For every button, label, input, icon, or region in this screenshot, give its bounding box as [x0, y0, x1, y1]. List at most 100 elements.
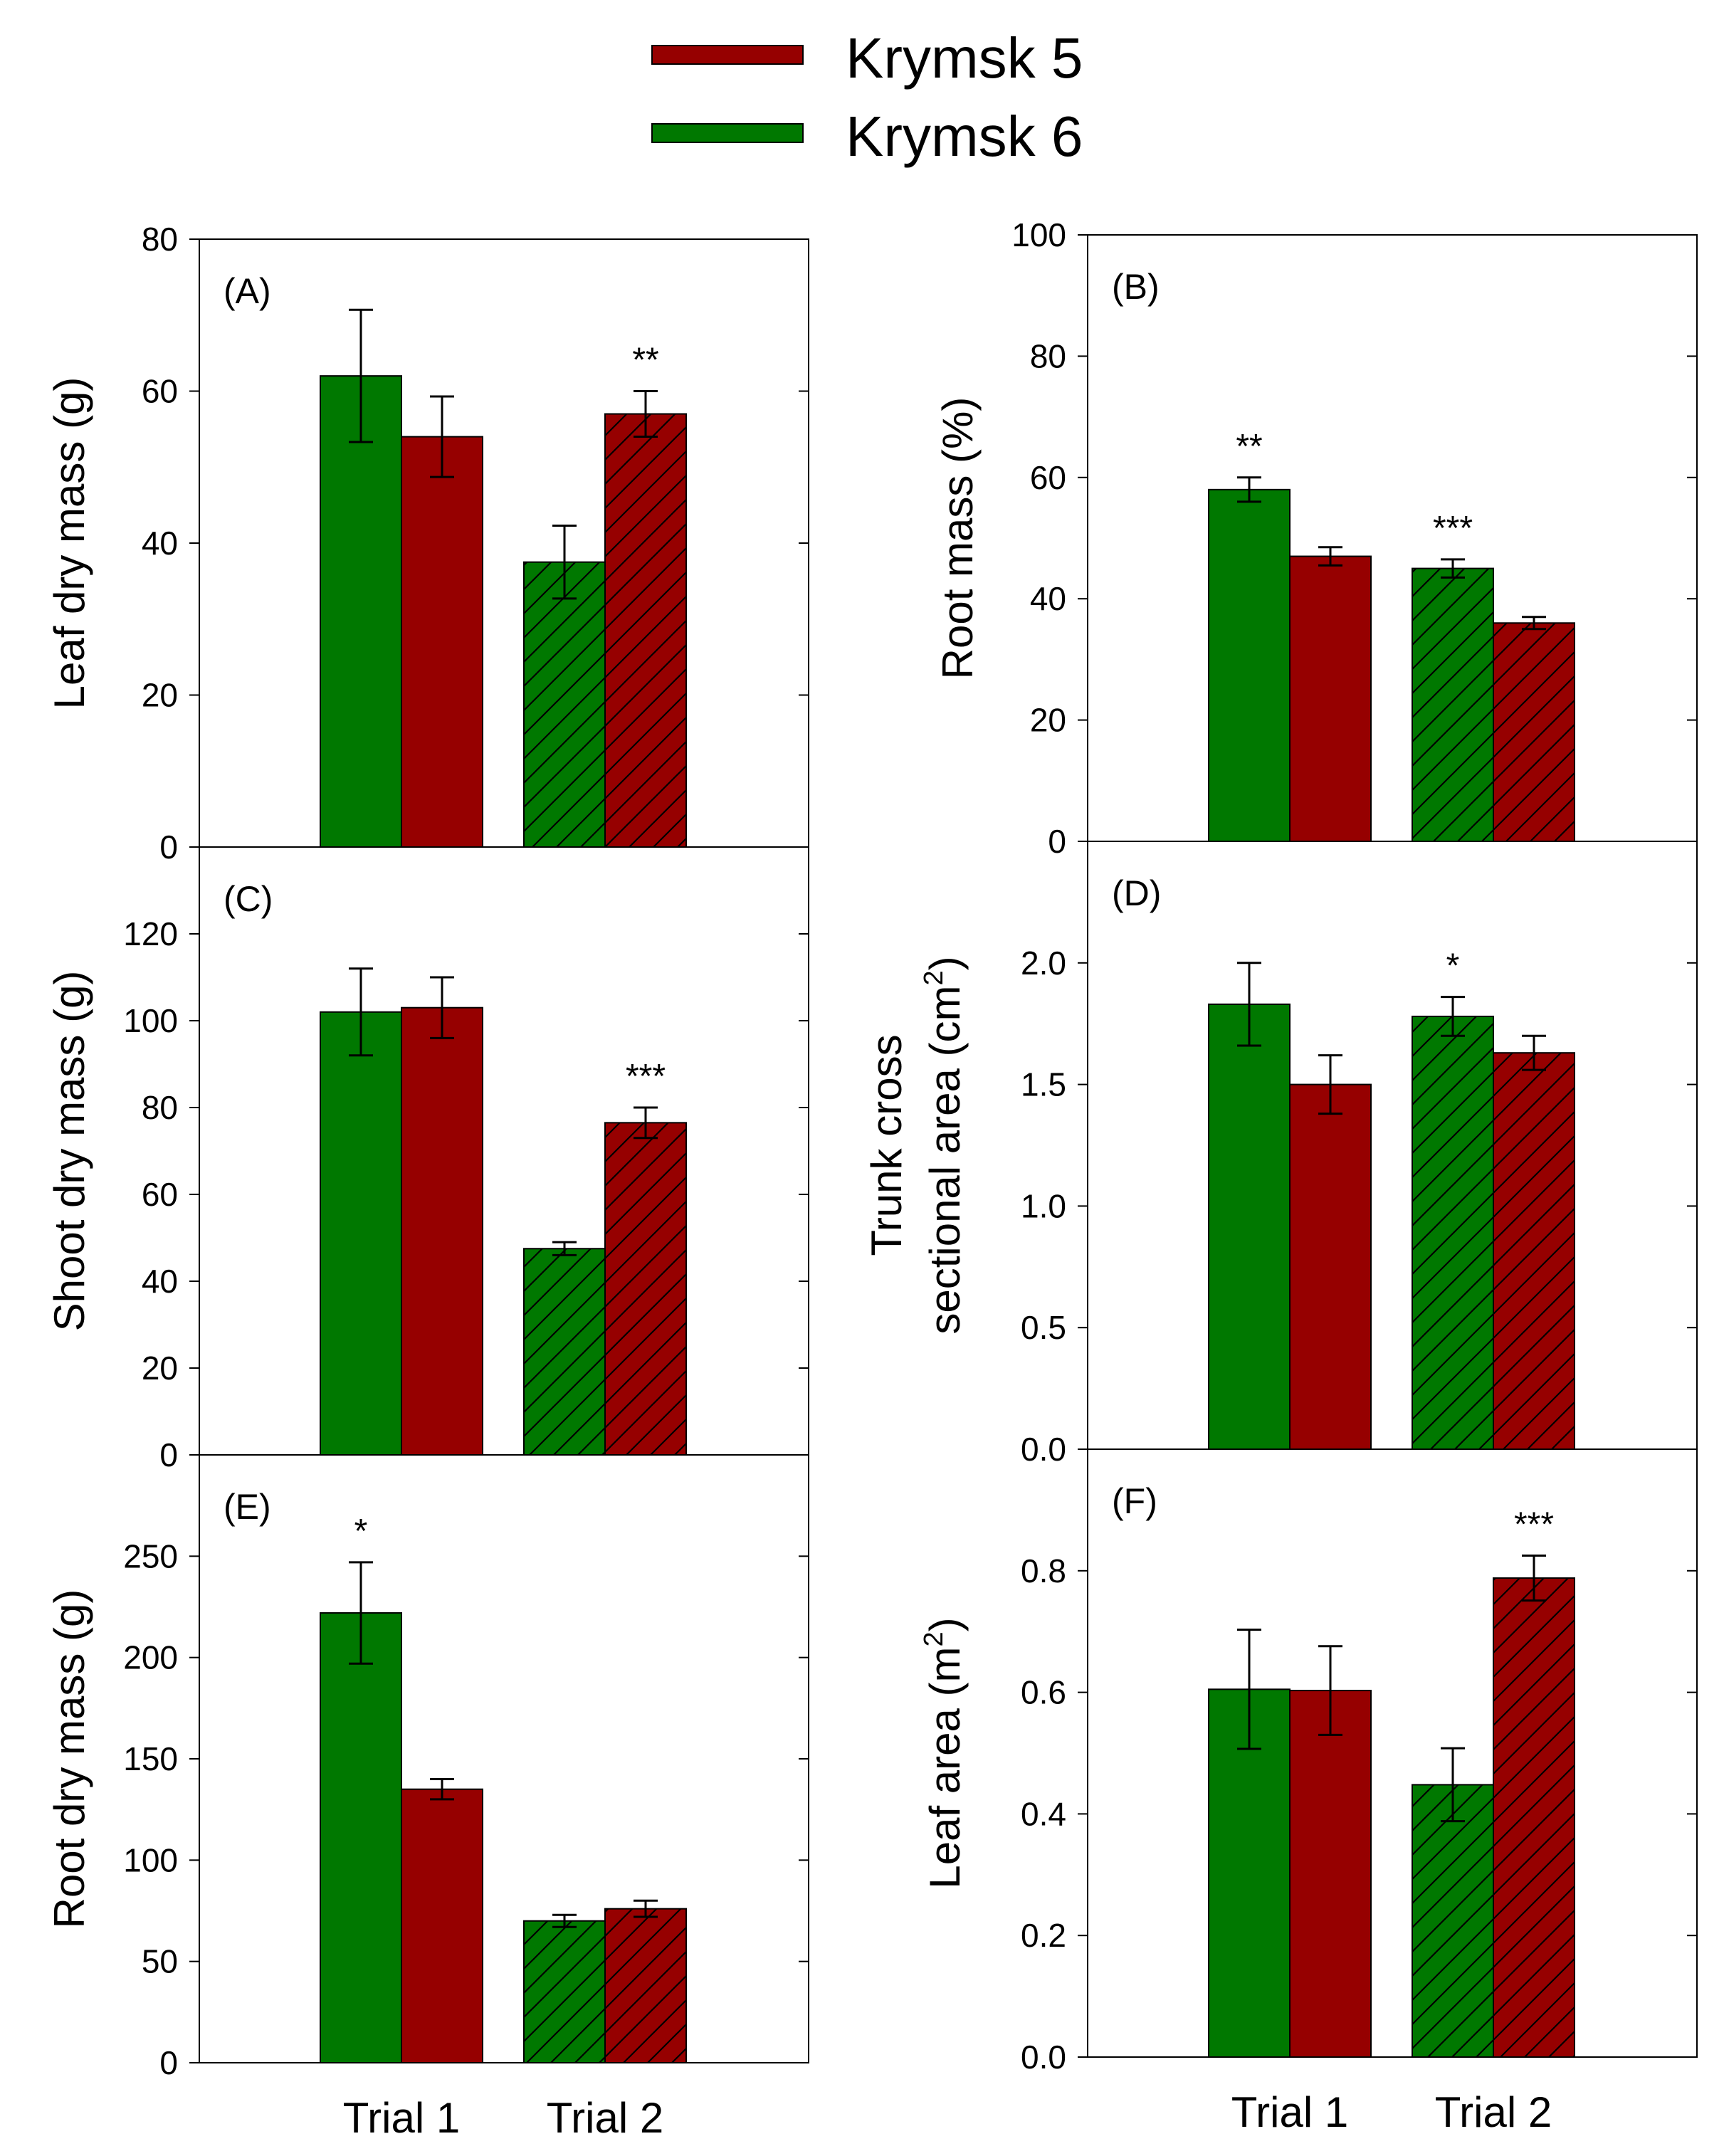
y-tick-label: 0.0: [1021, 1431, 1066, 1468]
y-tick-label: 0: [159, 829, 178, 866]
y-tick-label: 0: [159, 1436, 178, 1473]
bar: [1208, 1003, 1291, 1450]
plot-frame: [199, 846, 809, 1456]
bar: [320, 1011, 402, 1456]
bar: [320, 375, 402, 848]
bar-hatch: [605, 1908, 686, 2063]
y-tick-label: 250: [123, 1537, 178, 1574]
bar: [1208, 488, 1291, 843]
panel-label: (B): [1112, 267, 1160, 307]
y-tick-label: 0.8: [1021, 1552, 1066, 1589]
significance-marker: ***: [626, 1058, 666, 1095]
bar-hatch: [524, 562, 605, 847]
legend-swatch-krymsk6: [651, 123, 804, 143]
legend-label-krymsk6: Krymsk 6: [846, 105, 1083, 168]
chart-panel-c: 0 20 40 60 80 100 120 Shoot dry mass (g) (C) ***: [46, 846, 809, 1473]
panel-label: (C): [224, 879, 273, 919]
y-tick-label: 0: [159, 2044, 178, 2081]
bar-hatch: [1412, 1016, 1493, 1449]
bar-hatch: [1412, 568, 1493, 841]
plot-frame: [1087, 234, 1698, 842]
panel-label: (D): [1112, 873, 1161, 913]
legend: Krymsk 5 Krymsk 6: [651, 26, 1083, 168]
significance-marker: ***: [1433, 510, 1473, 547]
chart-panel-d: 0.0 0.5 1.0 1.5 2.0 Trunk cross sectional area…: [863, 841, 1698, 1468]
y-tick-label: 120: [123, 915, 178, 952]
y-axis-label-part: sectional area (cm: [921, 985, 969, 1334]
bar: [1208, 1688, 1291, 2058]
significance-marker: **: [632, 342, 658, 379]
x-tick-label: Trial 2: [1435, 2088, 1552, 2136]
bar-hatch: [1493, 1053, 1575, 1449]
plot-frame: [199, 1454, 809, 2063]
bar: [1289, 1690, 1372, 2058]
y-tick-label: 50: [142, 1943, 178, 1980]
y-tick-label: 40: [1030, 580, 1066, 617]
y-tick-label: 2.0: [1021, 945, 1066, 982]
significance-marker: *: [1446, 947, 1460, 985]
y-tick-label: 60: [142, 373, 178, 410]
y-tick-label: 60: [1030, 459, 1066, 496]
y-tick-label: 0.4: [1021, 1795, 1066, 1832]
legend-label-krymsk5: Krymsk 5: [846, 26, 1083, 90]
significance-marker: ***: [1514, 1505, 1554, 1543]
bar: [401, 1006, 483, 1456]
plot-frame: [1087, 1448, 1698, 2058]
bar-hatch: [1493, 1578, 1575, 2057]
bar-hatch: [1493, 623, 1575, 841]
y-tick-label: 40: [142, 1263, 178, 1300]
plot-frame: [1087, 841, 1698, 1450]
y-tick-label: 80: [1030, 337, 1066, 374]
legend-swatch-krymsk5: [651, 45, 804, 65]
y-axis-label-part: Leaf area (m: [921, 1646, 969, 1888]
y-tick-label: 80: [142, 221, 178, 258]
x-tick-label: Trial 2: [547, 2094, 663, 2142]
y-tick-label: 0.0: [1021, 2039, 1066, 2076]
y-tick-label: 20: [142, 1350, 178, 1387]
y-tick-label: 100: [123, 1841, 178, 1878]
y-tick-label: 0.5: [1021, 1309, 1066, 1346]
y-tick-label: 100: [1011, 216, 1066, 253]
y-tick-label: 80: [142, 1089, 178, 1126]
y-tick-label: 40: [142, 525, 178, 562]
chart-panel-a: 0 20 40 60 80 Leaf dry mass (g) (A) **: [46, 221, 809, 866]
y-tick-label: 20: [142, 677, 178, 714]
y-axis-label: Root mass (%): [934, 397, 982, 680]
y-axis-label-part: ): [921, 956, 969, 970]
bar: [401, 436, 483, 848]
bar-hatch: [524, 1248, 605, 1455]
bar: [401, 1788, 483, 2063]
y-tick-label: 20: [1030, 702, 1066, 739]
bar: [1289, 1083, 1372, 1450]
plot-frame: [199, 238, 809, 848]
y-tick-label: 200: [123, 1639, 178, 1676]
y-tick-label: 0.2: [1021, 1917, 1066, 1954]
bar-hatch: [605, 1122, 686, 1455]
y-axis-label: Trunk cross: [863, 1034, 910, 1256]
y-tick-label: 60: [142, 1176, 178, 1213]
x-tick-label: Trial 1: [343, 2094, 460, 2142]
bar: [320, 1612, 402, 2064]
chart-panel-e: 0 50 100 150 200 250 Root dry mass (g) (E) * Tria…: [46, 1454, 809, 2142]
y-axis-label: sectional area (cm2): [919, 956, 969, 1334]
y-axis-label: Shoot dry mass (g): [46, 971, 93, 1332]
bar: [1289, 555, 1372, 842]
x-tick-label: Trial 1: [1231, 2088, 1348, 2136]
bar-hatch: [1412, 1784, 1493, 2057]
y-tick-label: 150: [123, 1740, 178, 1777]
y-axis-label: Root dry mass (g): [46, 1589, 93, 1929]
y-tick-label: 100: [123, 1002, 178, 1039]
chart-panel-f: 0.0 0.2 0.4 0.6 0.8 Leaf area (m2) (F) *** Trial…: [919, 1448, 1698, 2136]
y-tick-label: 1.0: [1021, 1187, 1066, 1224]
significance-marker: *: [354, 1513, 368, 1550]
y-tick-label: 0: [1048, 823, 1066, 860]
significance-marker: **: [1236, 428, 1262, 466]
bar-hatch: [605, 414, 686, 847]
y-axis-label-superscript: 2: [919, 1631, 949, 1646]
y-axis-label: Leaf dry mass (g): [46, 377, 93, 710]
panel-label: (A): [224, 271, 271, 311]
panel-label: (F): [1112, 1481, 1157, 1521]
